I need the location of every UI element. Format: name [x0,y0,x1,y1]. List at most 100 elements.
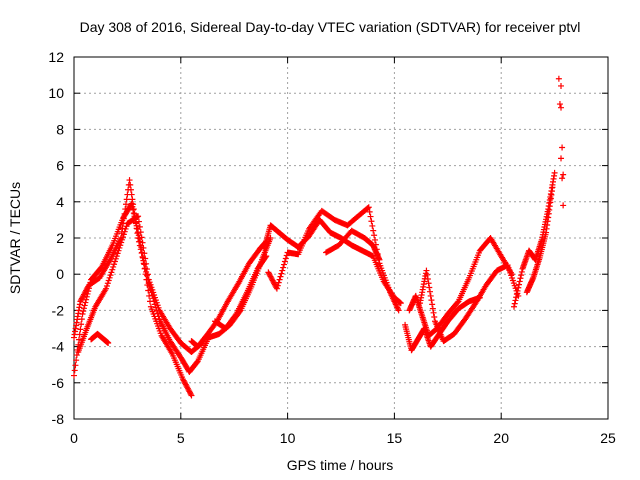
series-track-4 [88,330,112,346]
data-point [127,181,134,188]
data-point [516,278,523,285]
data-point [104,280,111,287]
data-point [82,299,89,306]
data-point [85,285,92,292]
data-point [103,285,110,292]
data-point [232,312,239,319]
data-point [517,275,524,282]
x-tick-label: 5 [177,430,185,446]
y-tick-label: 4 [56,194,64,210]
data-point [558,104,565,111]
data-point [107,272,114,279]
data-point [275,279,282,286]
data-point [130,206,137,213]
data-point [367,213,374,220]
y-tick-label: 10 [48,85,64,101]
data-point [366,208,373,215]
data-point [111,258,118,265]
series-track-12 [417,262,522,345]
data-point [130,210,137,217]
data-point [77,326,84,333]
data-point [280,264,287,271]
data-point [78,316,85,323]
data-point [395,307,402,314]
data-point [84,290,91,297]
data-point [146,292,153,299]
series-track-3 [75,213,206,356]
data-point [113,253,120,260]
y-tick-label: 8 [56,121,64,137]
x-tick-label: 15 [387,430,403,446]
data-point [119,234,126,241]
data-point [128,191,135,198]
x-tick-label: 0 [70,430,78,446]
y-tick-label: -2 [52,302,65,318]
y-axis-label: SDTVAR / TECUs [7,182,23,294]
data-point [560,171,567,178]
data-point [276,276,283,283]
data-point [559,175,566,182]
data-point [71,367,78,374]
data-point [103,282,110,289]
data-point [511,300,518,307]
data-point [73,357,80,364]
data-point [427,288,433,295]
data-point [128,200,135,207]
data-point [555,75,562,82]
data-point [136,223,143,230]
data-point [108,269,115,276]
data-point [454,299,461,306]
data-point [511,303,518,310]
data-point [81,302,88,309]
data-point [267,235,274,241]
data-point [133,222,140,229]
data-point [278,270,285,277]
y-tick-labels: -8 -6 -4 -2 0 2 4 6 8 10 12 [48,49,64,427]
data-point [518,268,525,275]
data-point [282,255,289,262]
data-point [558,155,565,162]
data-point [427,292,434,299]
data-point [137,229,144,236]
series-spikes [555,75,567,209]
data-point [559,144,566,151]
data-point [129,203,136,210]
data-point [423,267,430,274]
data-point [425,280,432,287]
data-point [135,218,142,225]
data-point [111,261,118,268]
data-point [129,196,136,203]
data-point [140,244,147,251]
data-point [112,255,119,262]
y-tick-label: -4 [52,339,65,355]
data-point [430,309,437,316]
data-point [371,232,378,239]
x-tick-label: 10 [280,430,296,446]
data-point [83,296,90,303]
series-track-13 [511,169,558,310]
series-track-5 [188,238,270,350]
data-point [123,196,130,203]
data-point [71,372,77,379]
data-point [273,285,280,292]
data-point [142,255,149,262]
data-point [135,213,142,220]
data-point [397,300,404,307]
data-point [429,301,436,308]
data-point [116,244,123,251]
data-point [549,184,556,191]
data-point [365,204,372,211]
data-point [364,204,371,211]
data-point [119,236,126,243]
x-tick-labels: 0 5 10 15 20 25 [70,430,616,446]
data-point [424,271,431,278]
y-tick-label: 12 [48,49,64,65]
data-point [87,279,94,286]
data-point [370,227,377,234]
data-point [274,282,281,289]
series-track-9 [323,227,383,263]
data-point [426,284,433,291]
x-tick-label: 20 [493,430,509,446]
data-point [556,101,563,108]
data-point [80,305,87,312]
